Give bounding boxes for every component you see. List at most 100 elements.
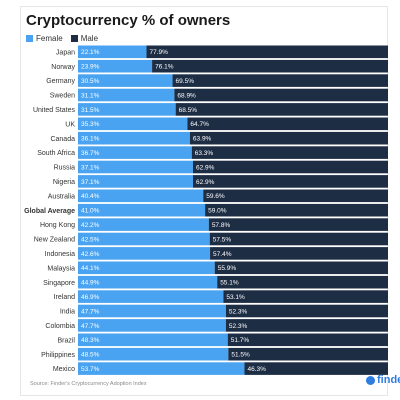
data-label-female: 42.5% xyxy=(81,236,100,243)
bar-female xyxy=(78,117,188,131)
bar-female xyxy=(78,304,226,318)
category-label: Colombia xyxy=(45,323,75,330)
bar-female xyxy=(78,319,226,332)
category-label: India xyxy=(60,309,75,316)
category-label: New Zealand xyxy=(34,237,75,244)
category-label: Mexico xyxy=(53,366,75,373)
bar-male xyxy=(193,175,388,188)
bar-male xyxy=(146,45,388,59)
data-label-female: 44.9% xyxy=(81,280,100,287)
legend-label-male: Male xyxy=(80,33,99,43)
category-label: Indonesia xyxy=(45,251,75,258)
source-note: Source: Finder's Cryptocurrency Adoption… xyxy=(30,381,147,387)
category-label: Ireland xyxy=(54,294,76,301)
bar-female xyxy=(78,175,194,188)
finder-logo-text: finder xyxy=(377,374,400,386)
data-label-female: 47.7% xyxy=(81,323,100,330)
bar-male xyxy=(244,362,388,375)
bar-female xyxy=(78,203,206,217)
bar-female xyxy=(78,74,173,87)
bar-female xyxy=(78,290,224,303)
data-label-male: 51.5% xyxy=(231,352,250,359)
data-label-female: 37.1% xyxy=(81,164,100,171)
bar-female xyxy=(78,333,228,347)
data-label-male: 76.1% xyxy=(155,64,174,71)
bar-female xyxy=(78,45,147,59)
bar-female xyxy=(78,88,175,102)
bar-female xyxy=(78,247,211,260)
data-label-male: 77.9% xyxy=(150,49,169,56)
data-label-female: 31.1% xyxy=(81,92,100,99)
data-label-male: 57.8% xyxy=(212,222,231,229)
data-label-male: 53.1% xyxy=(226,294,245,301)
data-label-female: 42.2% xyxy=(81,222,100,229)
bar-male xyxy=(223,290,388,303)
category-label: Brazil xyxy=(57,337,75,344)
category-label: Norway xyxy=(51,64,75,71)
bar-male xyxy=(227,333,388,347)
bar-male xyxy=(152,59,388,73)
bar-male xyxy=(214,261,388,275)
bar-female xyxy=(78,232,210,246)
bar-female xyxy=(78,347,229,361)
chart-title: Cryptocurrency % of owners xyxy=(26,12,231,29)
data-label-male: 68.9% xyxy=(177,92,196,99)
data-label-male: 57.4% xyxy=(213,251,232,258)
bar-male xyxy=(217,275,388,289)
bar-female xyxy=(78,146,192,159)
data-label-male: 52.3% xyxy=(229,323,248,330)
data-label-female: 22.1% xyxy=(81,49,100,56)
data-label-male: 52.3% xyxy=(229,308,248,315)
bar-male xyxy=(209,232,388,246)
data-label-male: 59.0% xyxy=(208,208,227,215)
category-label: Malaysia xyxy=(47,265,75,272)
bar-male xyxy=(191,146,388,159)
data-label-female: 35.3% xyxy=(81,121,100,128)
bar-male xyxy=(210,247,388,260)
category-label: UK xyxy=(65,121,75,128)
bar-male xyxy=(225,304,388,318)
data-label-male: 64.7% xyxy=(190,121,209,128)
category-label: Sweden xyxy=(50,93,75,100)
category-label: Canada xyxy=(50,136,75,143)
category-label: Japan xyxy=(56,49,75,56)
data-label-female: 53.7% xyxy=(81,366,100,373)
data-label-female: 37.1% xyxy=(81,179,100,186)
bar-male xyxy=(193,160,388,174)
bar-female xyxy=(78,160,194,174)
data-label-male: 59.6% xyxy=(206,193,225,200)
category-label: Germany xyxy=(46,78,75,85)
bar-female xyxy=(78,189,204,203)
bar-female xyxy=(78,103,176,116)
legend-item-female: Female xyxy=(26,34,63,43)
data-label-female: 23.9% xyxy=(81,64,100,71)
bar-male xyxy=(203,189,388,203)
data-label-male: 62.9% xyxy=(196,179,215,186)
data-label-male: 46.3% xyxy=(247,366,266,373)
legend-swatch-female xyxy=(26,34,33,42)
data-label-female: 46.9% xyxy=(81,294,100,301)
category-label: United States xyxy=(33,107,76,114)
legend-swatch-male xyxy=(70,34,78,42)
data-label-male: 51.7% xyxy=(231,337,250,344)
bar-male xyxy=(174,88,388,102)
bar-female xyxy=(78,59,153,73)
data-label-male: 69.5% xyxy=(176,78,195,85)
data-label-female: 40.4% xyxy=(81,193,100,200)
legend-label-female: Female xyxy=(36,33,63,43)
chart-legend: Female Male xyxy=(26,32,98,44)
bar-male xyxy=(189,131,388,145)
data-label-male: 63.3% xyxy=(195,150,214,157)
category-label: Philippines xyxy=(41,352,75,359)
data-label-male: 63.9% xyxy=(193,136,212,143)
data-label-female: 36.7% xyxy=(81,150,100,157)
legend-item-male: Male xyxy=(70,33,99,43)
data-label-female: 30.5% xyxy=(81,78,100,85)
bar-female xyxy=(78,362,245,375)
data-label-female: 41.0% xyxy=(81,208,100,215)
category-label: Hong Kong xyxy=(40,222,75,229)
bar-male xyxy=(228,347,388,361)
data-label-female: 47.7% xyxy=(81,308,100,315)
category-label: Singapore xyxy=(43,280,75,287)
